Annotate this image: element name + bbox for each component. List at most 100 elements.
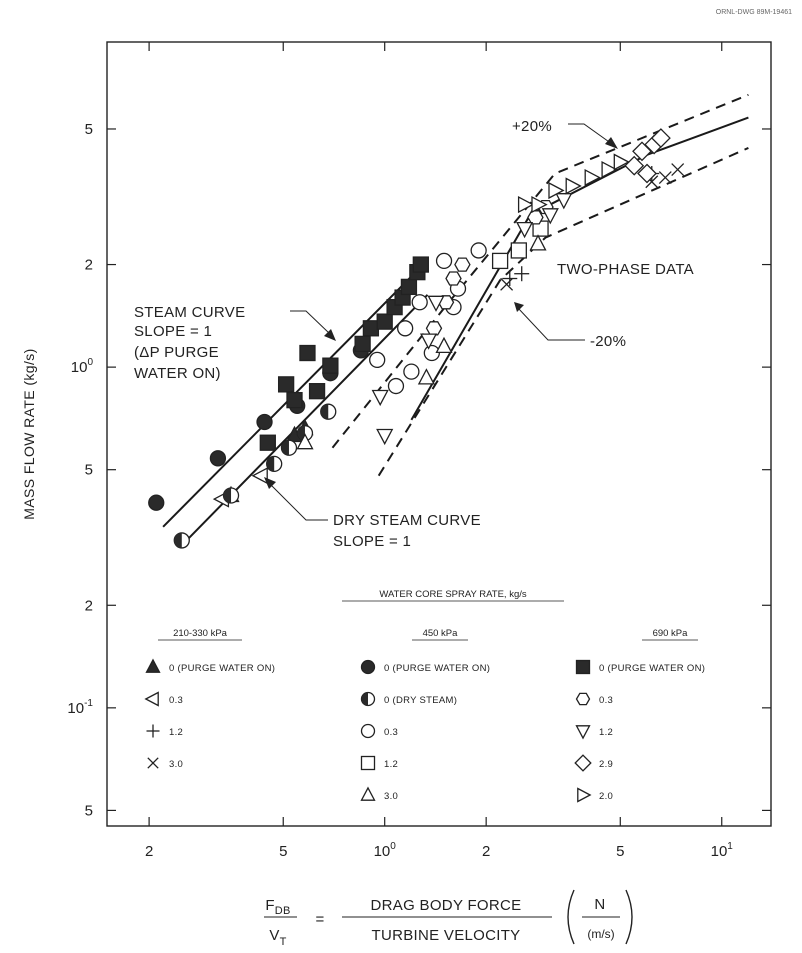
two-phase-nominal bbox=[410, 116, 749, 421]
x-tick-label-exponent: 1 bbox=[727, 841, 733, 852]
data-point-right-triangle bbox=[565, 177, 582, 195]
data-point-filled-circle bbox=[209, 450, 227, 467]
xlabel-lhs-num-sub: DB bbox=[275, 905, 291, 917]
data-point-filled-circle bbox=[148, 494, 165, 511]
legend-entry-label: 2.9 bbox=[599, 759, 613, 770]
dry-steam-line2: SLOPE = 1 bbox=[333, 533, 411, 550]
data-point-right-triangle bbox=[601, 161, 618, 179]
data-point-half-circle bbox=[173, 532, 190, 549]
data-point-filled-square bbox=[400, 278, 418, 296]
x-tick-label: 100 bbox=[374, 841, 397, 860]
data-point-down-triangle bbox=[420, 333, 438, 350]
legend-entry-label: 0 (PURGE WATER ON) bbox=[169, 663, 275, 674]
data-point-right-triangle bbox=[517, 196, 535, 214]
data-point-open-circle bbox=[387, 377, 405, 395]
data-point-down-triangle bbox=[376, 428, 394, 446]
two-phase-minus-20 bbox=[377, 146, 749, 477]
data-point-filled-square bbox=[322, 357, 339, 374]
data-point-open-hexagon bbox=[454, 257, 471, 272]
legend-marker-left-triangle bbox=[144, 691, 159, 707]
legend-entry-label: 2.0 bbox=[599, 791, 613, 802]
plus20-leader bbox=[568, 123, 613, 145]
data-point-open-hexagon bbox=[527, 210, 544, 225]
legend-marker-open-triangle bbox=[360, 786, 376, 801]
data-points bbox=[148, 128, 685, 549]
legend-column-header: 210-330 kPa bbox=[173, 628, 228, 639]
data-point-open-circle bbox=[369, 351, 386, 369]
legend-marker-filled-square bbox=[575, 659, 591, 675]
data-point-filled-square bbox=[376, 313, 393, 330]
data-point-open-triangle bbox=[529, 234, 547, 251]
minus20-label: -20% bbox=[590, 333, 626, 350]
data-point-filled-square bbox=[362, 320, 380, 337]
y-tick-label: 5 bbox=[85, 121, 93, 138]
xlabel-lhs-denominator: VT bbox=[269, 927, 286, 948]
x-tick-label: 101 bbox=[711, 841, 734, 860]
data-point-open-triangle bbox=[417, 368, 435, 385]
legend-marker-open-hexagon bbox=[575, 692, 591, 706]
x-tick-label: 2 bbox=[482, 843, 490, 860]
legend: WATER CORE SPRAY RATE, kg/s 210-330 kPa 0… bbox=[144, 589, 705, 803]
xlabel-mid-numerator: DRAG BODY FORCE bbox=[371, 897, 522, 914]
plus20-label: +20% bbox=[512, 118, 552, 135]
legend-marker-open-diamond bbox=[574, 754, 592, 772]
xlabel-equals: = bbox=[315, 911, 324, 928]
data-point-open-diamond bbox=[650, 128, 671, 149]
data-point-filled-square bbox=[354, 335, 371, 353]
legend-entry-label: 0 (PURGE WATER ON) bbox=[599, 663, 705, 674]
y-tick-label: 5 bbox=[85, 802, 93, 819]
data-point-open-square bbox=[491, 252, 509, 270]
y-tick-label-exponent: -1 bbox=[84, 698, 93, 709]
x-tick-label: 2 bbox=[145, 843, 153, 860]
legend-entry-label: 1.2 bbox=[384, 759, 398, 770]
steam-curve-leader bbox=[290, 310, 331, 335]
steam-curve-line1: STEAM CURVE bbox=[134, 304, 245, 321]
legend-entry-label: 0.3 bbox=[169, 695, 183, 706]
legend-marker-plus bbox=[146, 724, 160, 738]
legend-column-header: 450 kPa bbox=[423, 628, 459, 639]
data-point-half-circle bbox=[266, 455, 283, 473]
steam-curve-line3: (ΔP PURGE bbox=[134, 344, 219, 361]
x-tick-label: 5 bbox=[279, 843, 287, 860]
dry-steam-annotation: DRY STEAM CURVE SLOPE = 1 bbox=[264, 477, 481, 550]
steam-curve-annotation: STEAM CURVE SLOPE = 1 (ΔP PURGE WATER ON… bbox=[134, 304, 336, 382]
legend-marker-right-triangle bbox=[577, 787, 592, 803]
legend-entry-label: 0.3 bbox=[599, 695, 613, 706]
y-tick-label: 10-1 bbox=[67, 698, 93, 717]
data-point-half-circle bbox=[320, 403, 337, 420]
x-tick-label-exponent: 0 bbox=[390, 841, 396, 852]
xlabel-unit-denominator: (m/s) bbox=[587, 927, 614, 941]
data-point-open-triangle bbox=[435, 336, 453, 354]
legend-marker-open-circle bbox=[360, 723, 376, 739]
y-axis-label: MASS FLOW RATE (kg/s) bbox=[21, 348, 37, 520]
fit-curves bbox=[162, 93, 749, 547]
data-point-open-hexagon bbox=[425, 321, 443, 336]
data-point-open-hexagon bbox=[445, 271, 462, 286]
dry-steam-arrow bbox=[264, 477, 276, 489]
data-point-cross bbox=[671, 163, 685, 177]
xlabel-mid-denominator: TURBINE VELOCITY bbox=[372, 927, 521, 944]
data-point-cross bbox=[658, 171, 672, 185]
data-point-filled-square bbox=[277, 376, 295, 393]
data-point-right-triangle bbox=[613, 153, 630, 171]
data-point-open-circle bbox=[411, 294, 428, 311]
data-point-plus bbox=[514, 266, 530, 282]
legend-marker-cross bbox=[147, 757, 159, 769]
legend-title: WATER CORE SPRAY RATE, kg/s bbox=[379, 589, 527, 600]
minus20-leader bbox=[517, 307, 585, 341]
data-point-open-circle bbox=[403, 363, 420, 380]
data-point-left-triangle bbox=[251, 467, 268, 485]
xlabel-lhs-numerator: FDB bbox=[265, 897, 290, 917]
legend-entry-label: 0 (DRY STEAM) bbox=[384, 695, 457, 706]
data-point-filled-square bbox=[286, 391, 303, 409]
x-tick-label: 5 bbox=[616, 843, 624, 860]
xlabel-lhs-num-text: F bbox=[265, 897, 274, 914]
data-point-right-triangle bbox=[548, 181, 565, 200]
legend-entry-label: 3.0 bbox=[169, 759, 183, 770]
legend-entry-label: 1.2 bbox=[599, 727, 613, 738]
drawing-number: ORNL-DWG 89M-19461 bbox=[716, 9, 792, 16]
xlabel-lhs-den-text: V bbox=[269, 927, 279, 944]
data-point-open-circle bbox=[435, 252, 453, 270]
data-point-open-triangle bbox=[296, 433, 314, 450]
y-tick-label: 2 bbox=[85, 257, 93, 274]
